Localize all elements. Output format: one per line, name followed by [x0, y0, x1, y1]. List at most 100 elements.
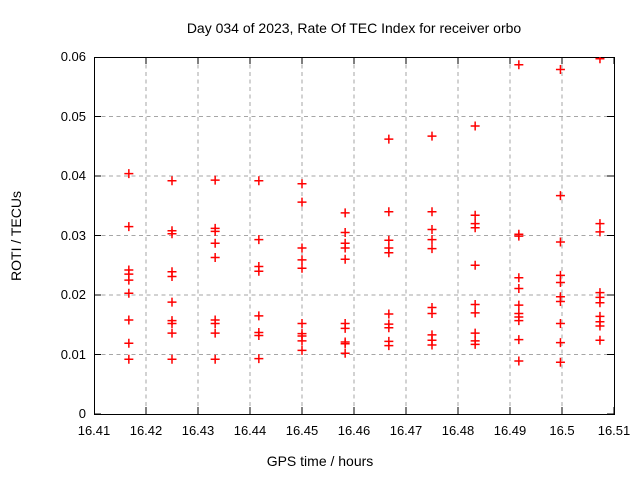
data-point-marker — [555, 237, 565, 247]
plot-border — [94, 57, 615, 415]
data-point-marker — [514, 356, 524, 366]
y-tick-label: 0.03 — [60, 227, 86, 243]
axis-ticks — [94, 57, 615, 415]
x-tick-label: 16.51 — [597, 423, 631, 438]
data-point-marker — [167, 272, 177, 282]
data-point-marker — [297, 336, 307, 346]
data-point-marker — [124, 315, 134, 325]
data-point-marker — [384, 248, 394, 258]
data-point-marker — [427, 207, 437, 217]
data-point-marker — [555, 278, 565, 288]
data-point-marker — [595, 227, 605, 237]
data-point-marker — [340, 348, 350, 358]
data-point-marker — [595, 335, 605, 345]
data-point-marker — [297, 179, 307, 189]
data-point-marker — [384, 134, 394, 144]
data-point-marker — [340, 208, 350, 218]
data-point-marker — [555, 64, 565, 74]
data-point-marker — [514, 231, 524, 241]
data-point-marker — [167, 229, 177, 239]
data-point-marker — [470, 223, 480, 233]
data-point-marker — [124, 275, 134, 285]
data-point-marker — [470, 121, 480, 131]
y-tick-label: 0.02 — [60, 287, 86, 302]
x-tick-label: 16.41 — [77, 423, 111, 438]
x-tick-label: 16.46 — [337, 423, 371, 438]
data-point-marker — [470, 328, 480, 338]
y-tick-label: 0.01 — [60, 346, 86, 362]
data-point-marker — [514, 300, 524, 310]
chart-title: Day 034 of 2023, Rate Of TEC Index for r… — [186, 20, 522, 36]
data-point-marker — [595, 219, 605, 229]
data-point-marker — [427, 225, 437, 235]
data-point-marker — [555, 338, 565, 348]
x-axis-label: GPS time / hours — [266, 453, 374, 469]
data-point-marker — [254, 235, 264, 245]
data-point-marker — [210, 238, 220, 248]
data-point-marker — [340, 339, 350, 349]
data-point-marker — [470, 339, 480, 349]
data-point-marker — [340, 323, 350, 333]
data-point-marker — [297, 197, 307, 207]
data-point-marker — [555, 297, 565, 307]
data-point-marker — [555, 357, 565, 367]
data-point-marker — [124, 338, 134, 348]
data-point-marker — [167, 176, 177, 186]
plot-area — [94, 57, 615, 415]
data-point-marker — [210, 175, 220, 185]
x-tick-label: 16.43 — [181, 423, 215, 438]
data-point-marker — [210, 354, 220, 364]
data-point-marker — [124, 222, 134, 232]
data-point-marker — [470, 300, 480, 310]
data-point-marker — [124, 354, 134, 364]
data-point-marker — [470, 308, 480, 318]
data-point-marker — [210, 319, 220, 329]
data-point-marker — [297, 255, 307, 265]
y-tick-label: 0.05 — [60, 108, 86, 124]
data-point-marker — [254, 266, 264, 276]
data-point-marker — [427, 235, 437, 245]
data-point-marker — [384, 309, 394, 319]
data-point-marker — [427, 131, 437, 141]
x-tick-label: 16.49 — [493, 423, 527, 438]
data-point-marker — [210, 226, 220, 236]
y-tick-label: 0 — [78, 406, 86, 421]
scatter-points — [124, 57, 605, 367]
data-point-marker — [514, 60, 524, 70]
data-point-marker — [124, 288, 134, 298]
data-point-marker — [340, 243, 350, 253]
data-point-marker — [595, 57, 605, 64]
x-tick-label: 16.47 — [389, 423, 423, 438]
data-point-marker — [555, 319, 565, 329]
data-point-marker — [254, 176, 264, 186]
data-point-marker — [514, 316, 524, 326]
data-point-marker — [384, 235, 394, 245]
data-point-marker — [384, 341, 394, 351]
data-point-marker — [595, 321, 605, 331]
data-point-marker — [427, 340, 437, 350]
data-point-marker — [514, 273, 524, 283]
data-point-marker — [555, 191, 565, 201]
y-tick-label: 0.06 — [60, 49, 86, 64]
data-point-marker — [254, 330, 264, 340]
data-point-marker — [254, 354, 264, 364]
x-tick-label: 16.45 — [285, 423, 319, 438]
data-point-marker — [595, 298, 605, 308]
data-point-marker — [384, 323, 394, 333]
data-point-marker — [340, 254, 350, 264]
x-tick-label: 16.5 — [549, 423, 575, 438]
data-point-marker — [514, 283, 524, 293]
data-point-marker — [384, 207, 394, 217]
data-point-marker — [167, 328, 177, 338]
data-point-marker — [167, 354, 177, 364]
data-point-marker — [297, 243, 307, 253]
x-tick-label: 16.42 — [129, 423, 163, 438]
data-point-marker — [167, 319, 177, 329]
x-tick-label: 16.48 — [441, 423, 475, 438]
data-point-marker — [297, 345, 307, 355]
data-point-marker — [254, 311, 264, 321]
data-point-marker — [427, 308, 437, 318]
data-point-marker — [167, 297, 177, 307]
y-tick-label: 0.04 — [60, 168, 86, 183]
